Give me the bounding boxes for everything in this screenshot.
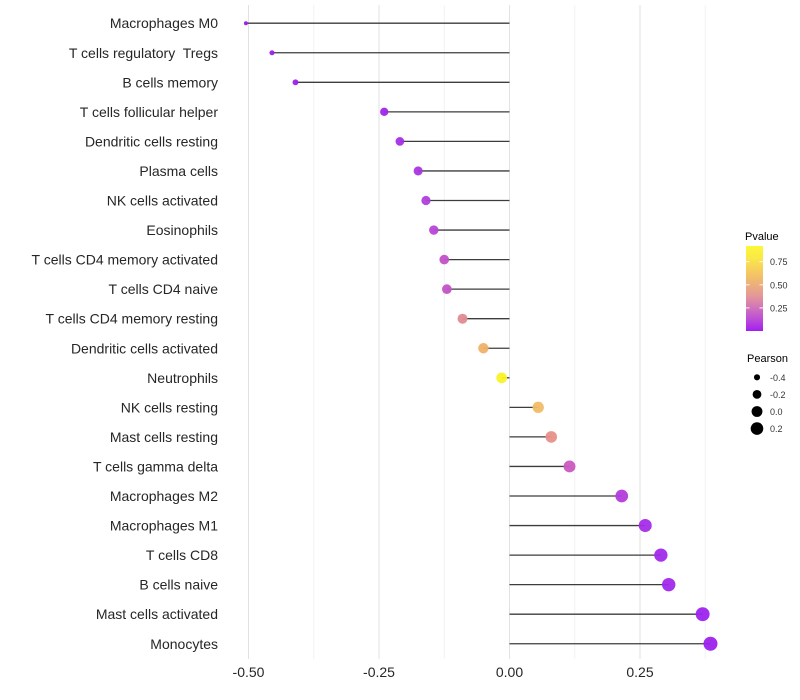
lollipop-row <box>457 313 510 324</box>
lollipop-dot <box>380 107 389 117</box>
x-axis-labels: -0.50 -0.25 0.00 0.25 <box>233 664 654 680</box>
lollipop-dot <box>429 225 439 235</box>
y-axis-label: T cells gamma delta <box>93 458 218 474</box>
y-axis-label: NK cells resting <box>121 399 218 415</box>
lollipop-row <box>439 254 510 265</box>
pearson-legend-label: -0.2 <box>770 390 786 400</box>
lollipop-row <box>292 79 510 86</box>
pearson-legend-items: -0.4 -0.2 0.0 0.2 <box>750 373 786 435</box>
y-axis-label: Macrophages M2 <box>110 488 218 504</box>
y-axis-label: T cells regulatory Tregs <box>69 45 218 61</box>
y-axis-label: Macrophages M1 <box>110 518 218 534</box>
y-axis-label: B cells memory <box>122 74 218 90</box>
y-axis-label: Mast cells activated <box>96 606 218 622</box>
pvalue-colorbar <box>746 246 763 331</box>
y-axis-label: Eosinophils <box>146 222 218 238</box>
lollipop-dot <box>442 284 452 294</box>
pearson-legend-label: -0.4 <box>770 373 786 383</box>
y-axis-label: Monocytes <box>150 636 218 652</box>
lollipop-dot <box>654 548 668 562</box>
lollipop-series <box>243 21 718 651</box>
y-axis-label: Neutrophils <box>147 370 218 386</box>
lollipop-dot <box>615 489 629 503</box>
pearson-legend-label: 0.0 <box>770 407 783 417</box>
pearson-legend-dot <box>753 374 761 381</box>
lollipop-dot <box>292 79 299 86</box>
lollipop-row <box>509 401 544 414</box>
lollipop-row <box>509 431 558 443</box>
lollipop-row <box>413 166 510 176</box>
y-axis-label: NK cells activated <box>107 193 218 209</box>
lollipop-row <box>509 489 629 503</box>
x-axis-tick-label: 0.00 <box>496 664 523 680</box>
lollipop-row <box>509 577 676 592</box>
y-axis-label: Mast cells resting <box>110 429 218 445</box>
x-axis-tick-label: -0.25 <box>363 664 395 680</box>
major-gridlines <box>248 5 641 659</box>
x-axis-tick-label: -0.50 <box>233 664 265 680</box>
pearson-legend-dot <box>751 406 763 417</box>
y-axis-label: Dendritic cells resting <box>85 133 218 149</box>
pvalue-colorbar-ticks: 0.75 0.50 0.25 <box>746 257 788 313</box>
y-axis-label: T cells CD8 <box>146 547 218 563</box>
lollipop-dot <box>439 254 450 265</box>
lollipop-row <box>496 372 510 384</box>
lollipop-row <box>478 343 510 354</box>
pearson-legend-label: 0.2 <box>770 424 783 434</box>
y-axis-label: Plasma cells <box>139 163 218 179</box>
pvalue-tick-label: 0.25 <box>770 303 788 313</box>
lollipop-dot <box>532 401 544 414</box>
lollipop-dot <box>478 343 489 354</box>
lollipop-row <box>509 636 718 651</box>
lollipop-dot <box>662 577 676 592</box>
y-axis-label: T cells CD4 memory resting <box>46 311 218 327</box>
lollipop-row <box>509 519 652 533</box>
lollipop-dot <box>545 431 558 443</box>
minor-gridlines <box>313 5 706 659</box>
lollipop-dot <box>395 137 405 146</box>
x-axis-tick-label: 0.25 <box>626 664 653 680</box>
lollipop-dot <box>269 50 275 56</box>
lollipop-row <box>421 195 510 206</box>
lollipop-row <box>442 284 510 294</box>
pvalue-tick-label: 0.50 <box>770 280 788 290</box>
lollipop-row <box>243 21 510 26</box>
y-axis-label: T cells follicular helper <box>80 104 219 120</box>
y-axis-label: Dendritic cells activated <box>71 340 218 356</box>
lollipop-dot <box>243 21 248 26</box>
lollipop-dot <box>421 195 431 206</box>
lollipop-row <box>269 50 510 56</box>
y-axis-label: Macrophages M0 <box>110 15 218 31</box>
lollipop-row <box>380 107 510 117</box>
lollipop-dot <box>413 166 423 176</box>
pearson-legend-dot <box>750 422 764 435</box>
y-axis-label: T cells CD4 memory activated <box>32 252 218 268</box>
lollipop-dot <box>496 372 508 384</box>
lollipop-dot <box>563 460 576 473</box>
y-axis-label: T cells CD4 naive <box>109 281 219 297</box>
lollipop-dot <box>638 519 652 533</box>
lollipop-dot <box>695 607 710 622</box>
lollipop-row <box>429 225 510 235</box>
pvalue-tick-label: 0.75 <box>770 257 788 267</box>
lollipop-row <box>509 548 668 562</box>
pvalue-legend-title: Pvalue <box>745 231 779 243</box>
lollipop-row <box>509 607 710 622</box>
lollipop-row <box>509 460 576 473</box>
pearson-legend-dot <box>752 389 762 399</box>
y-axis-label: B cells naive <box>139 577 218 593</box>
y-axis-labels: Macrophages M0 T cells regulatory Tregs B … <box>32 15 219 652</box>
lollipop-dot <box>457 313 468 324</box>
lollipop-row <box>395 137 510 146</box>
pearson-legend-title: Pearson <box>747 353 788 365</box>
lollipop-dot <box>703 636 718 651</box>
